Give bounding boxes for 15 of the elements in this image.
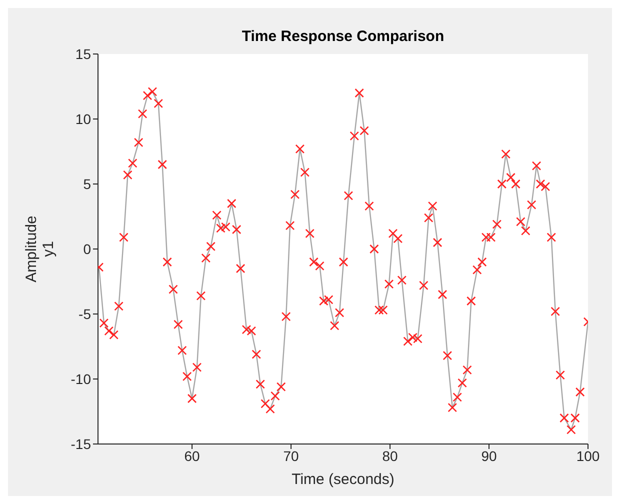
- x-tick-label: 80: [382, 448, 398, 464]
- x-tick-label: 70: [283, 448, 300, 464]
- y-tick-label: -5: [78, 306, 92, 322]
- y-tick-label: 0: [83, 240, 92, 257]
- y-axis-title: Amplitude y1: [23, 216, 57, 282]
- y-tick-label: -10: [70, 370, 92, 387]
- x-tick-label: 60: [184, 448, 200, 464]
- x-axis-title: Time (seconds): [292, 471, 394, 488]
- x-tick-label: 100: [576, 448, 600, 464]
- y-tick-label: 15: [75, 46, 92, 62]
- y-tick-label: -15: [70, 436, 92, 452]
- y-tick-label: 5: [83, 176, 92, 192]
- y-tick-label: 10: [75, 110, 92, 127]
- x-tick-label: 90: [481, 448, 498, 464]
- chart-title: Time Response Comparison: [240, 28, 446, 45]
